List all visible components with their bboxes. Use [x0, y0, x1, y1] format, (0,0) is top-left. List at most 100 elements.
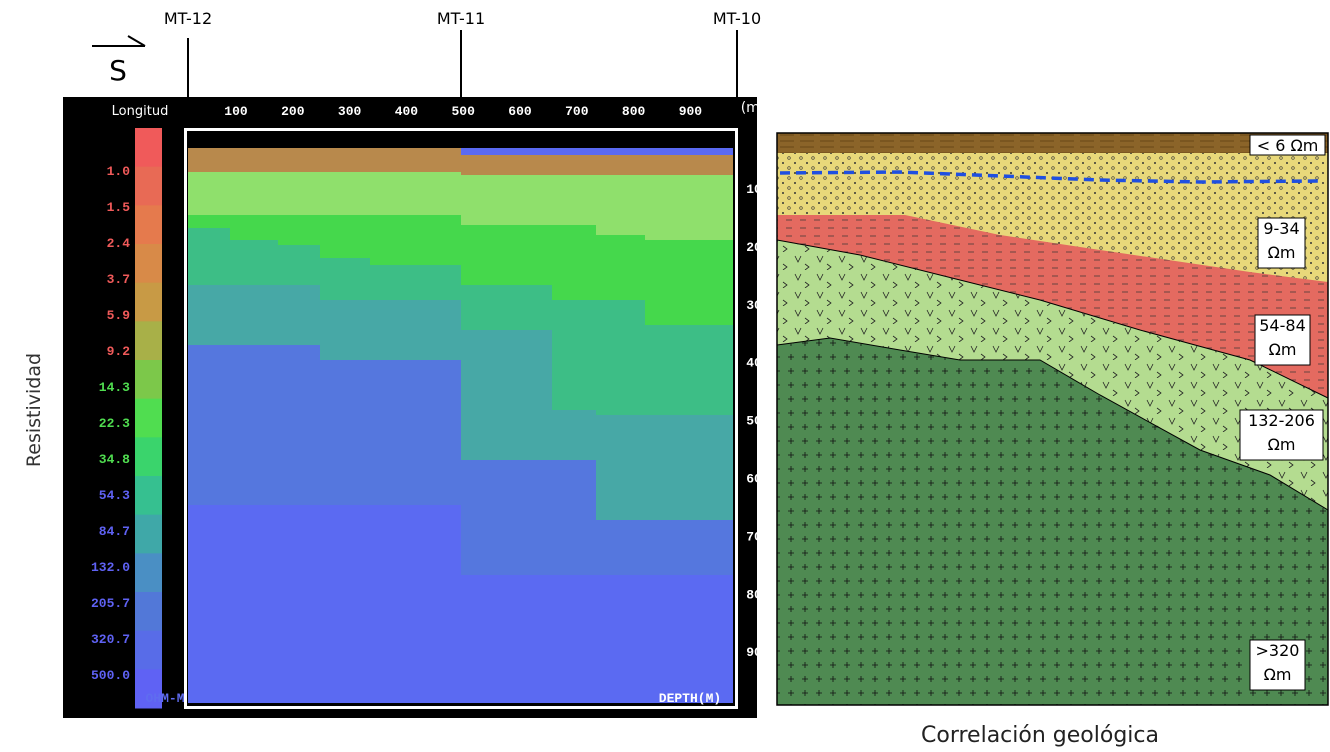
section-block — [552, 460, 596, 575]
section-block — [552, 225, 596, 300]
direction-label: S — [109, 54, 127, 87]
section-block — [552, 410, 596, 460]
section-block — [645, 155, 733, 175]
x-tick-label: 800 — [622, 104, 646, 119]
depth-tick-label: 40 — [746, 356, 762, 371]
x-unit: (m) — [741, 100, 766, 116]
legend-label: 3.7 — [107, 272, 130, 287]
legend-label: 14.3 — [99, 380, 130, 395]
section-block — [370, 360, 461, 505]
section-block — [461, 285, 552, 330]
section-block — [370, 215, 461, 265]
colorbar-segment — [135, 514, 162, 554]
colorbar-segment — [135, 476, 162, 516]
section-block — [230, 285, 278, 345]
section-block — [596, 300, 645, 415]
footer-left: OHM-M — [145, 691, 184, 706]
section-block — [596, 520, 645, 575]
unit-box — [1257, 217, 1306, 269]
colorbar-segment — [135, 282, 162, 322]
section-block — [645, 240, 733, 325]
colorbar-segment — [135, 553, 162, 593]
unit-label: Ωm — [1264, 665, 1292, 684]
section-block — [552, 155, 596, 175]
legend-label: 1.5 — [107, 200, 131, 215]
depth-tick-label: 30 — [746, 298, 762, 313]
unit-label: 132-206 — [1248, 411, 1315, 430]
legend-title: Resistividad — [23, 353, 45, 467]
section-block — [596, 415, 645, 520]
section-block — [370, 300, 461, 360]
legend-label: 2.4 — [107, 236, 131, 251]
colorbar-segment — [135, 437, 162, 477]
section-frame — [184, 128, 738, 709]
section-block — [461, 155, 552, 175]
x-tick-label: 400 — [395, 104, 419, 119]
section-block — [278, 172, 320, 215]
colorbar-segment — [135, 669, 162, 709]
legend-label: 132.0 — [91, 560, 130, 575]
colorbar-segment — [135, 630, 162, 670]
unit-label: 9-34 — [1263, 219, 1299, 238]
section-block — [230, 215, 278, 240]
section-block — [278, 148, 320, 172]
section-block — [188, 148, 230, 172]
section-block — [370, 172, 461, 215]
section-block — [596, 155, 645, 175]
x-tick-label: 500 — [451, 104, 475, 119]
section-block — [278, 245, 320, 285]
section-block — [320, 300, 370, 360]
section-block — [188, 345, 230, 505]
legend-label: 54.3 — [99, 488, 130, 503]
section-block — [645, 175, 733, 240]
direction-arrow — [92, 35, 146, 47]
section-block — [320, 360, 370, 505]
unit-box — [1249, 639, 1306, 691]
section-block — [320, 215, 370, 258]
unit-label: >320 — [1256, 641, 1300, 660]
section-block — [552, 175, 596, 225]
section-block — [230, 172, 278, 215]
section-block — [645, 325, 733, 415]
geology-panel — [776, 132, 1329, 706]
section-block — [596, 175, 645, 235]
section-block — [188, 285, 230, 345]
x-tick-label: 100 — [224, 104, 248, 119]
x-tick-label: 600 — [508, 104, 532, 119]
section-block — [230, 240, 278, 285]
depth-tick-label: 70 — [746, 529, 762, 544]
unit-box — [1254, 314, 1311, 366]
depth-tick-label: 90 — [746, 645, 762, 660]
colorbar-segment — [135, 321, 162, 361]
section-block — [596, 235, 645, 300]
section-block — [461, 175, 552, 225]
x-tick-label: 700 — [565, 104, 589, 119]
legend-label: 84.7 — [99, 524, 130, 539]
section-block — [230, 148, 278, 172]
unit-box — [1249, 134, 1326, 156]
colorbar-segment — [135, 360, 162, 400]
legend-label: 500.0 — [91, 668, 130, 683]
unit-label: Ωm — [1268, 435, 1296, 454]
x-tick-label: 200 — [281, 104, 305, 119]
footer-right: DEPTH(M) — [659, 691, 721, 706]
legend-label: 1.0 — [107, 164, 131, 179]
unit-box — [1239, 409, 1324, 461]
legend-label: 320.7 — [91, 632, 130, 647]
section-block — [552, 300, 596, 410]
unit-label: < 6 Ωm — [1257, 136, 1319, 155]
section-block — [320, 258, 370, 300]
unit-label: 54-84 — [1259, 316, 1306, 335]
section-block — [645, 520, 733, 575]
section-block — [320, 172, 370, 215]
depth-tick-label: 50 — [746, 414, 762, 429]
station-label: MT-10 — [713, 9, 761, 28]
section-block — [461, 460, 552, 575]
section-block — [645, 415, 733, 520]
section-block — [188, 228, 230, 285]
section-block — [461, 225, 552, 285]
section-block — [461, 330, 552, 460]
colorbar-segment — [135, 592, 162, 632]
colorbar-segment — [135, 398, 162, 438]
